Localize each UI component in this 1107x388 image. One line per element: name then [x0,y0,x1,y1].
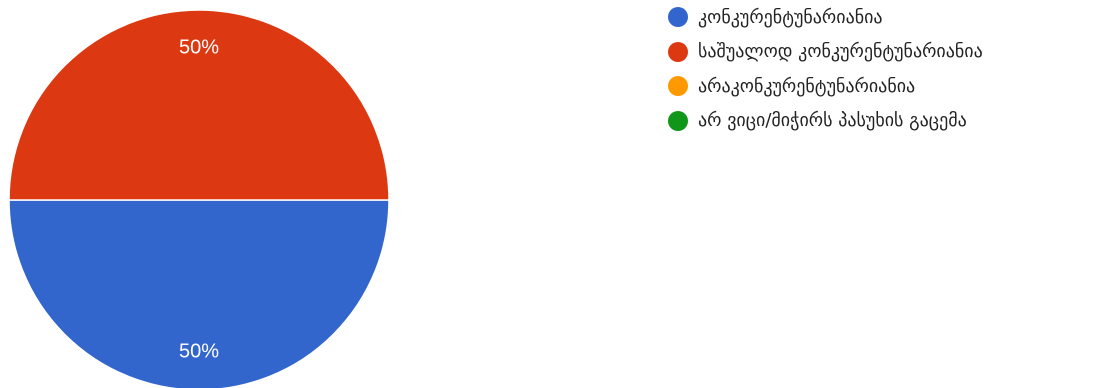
pie-slice-1[interactable] [8,9,390,201]
legend-swatch-icon [668,7,688,27]
legend-label: არაკონკურენტუნარიანია [698,75,916,97]
pie-slice-label-1: 50% [179,36,219,58]
legend-swatch-icon [668,110,688,131]
legend-label: კონკურენტუნარიანია [698,6,883,28]
legend-item-1[interactable]: საშუალოდ კონკურენტუნარიანია [668,41,983,63]
legend-label: არ ვიცი/მიჭირს პასუხის გაცემა [698,110,967,131]
legend-item-2[interactable]: არაკონკურენტუნარიანია [668,75,983,97]
pie-slices [8,9,390,388]
legend-item-0[interactable]: კონკურენტუნარიანია [668,6,983,28]
legend-label: საშუალოდ კონკურენტუნარიანია [698,41,983,62]
pie-labels: 50% 50% [179,36,219,362]
legend: კონკურენტუნარიანია საშუალოდ კონკურენტუნარ… [668,6,983,144]
legend-swatch-icon [668,41,688,62]
legend-item-3[interactable]: არ ვიცი/მიჭირს პასუხის გაცემა [668,110,983,132]
pie-slice-0[interactable] [8,199,390,388]
pie-slice-label-0: 50% [179,340,219,362]
legend-swatch-icon [668,76,688,96]
